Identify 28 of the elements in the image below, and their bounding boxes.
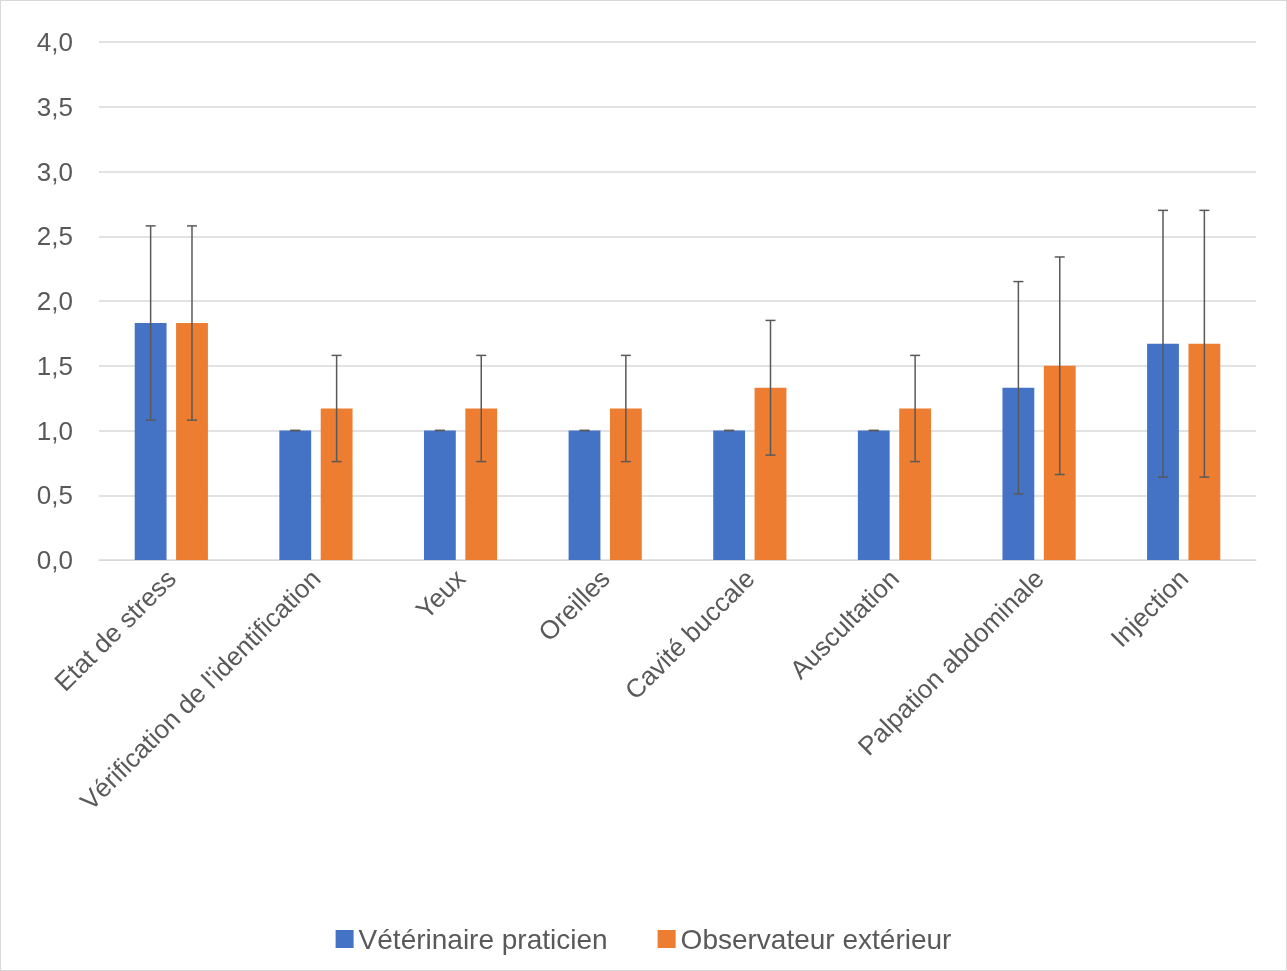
y-tick-label: 1,5 [36,350,73,381]
bar [279,430,312,560]
bar [134,323,167,560]
bar [1002,387,1035,560]
y-tick-label: 3,0 [36,156,73,187]
bar [465,408,498,560]
bar [713,430,746,560]
bar [423,430,456,560]
bar [899,408,932,560]
x-tick-label: Yeux [409,563,472,625]
bar [176,323,208,560]
bar [1188,343,1221,560]
bar [1147,343,1179,560]
y-tick-label: 2,5 [36,221,73,252]
y-tick-label: 3,5 [36,91,73,122]
bar [857,430,890,560]
bar [609,408,642,560]
y-tick-label: 4,0 [36,27,73,57]
y-tick-label: 2,0 [36,286,73,316]
legend-label: Observateur extérieur [680,923,952,955]
bar [1043,365,1076,560]
bar [568,430,601,560]
y-tick-label: 0,5 [36,480,73,511]
legend-label: Vétérinaire praticien [358,923,608,955]
bar [320,408,353,560]
y-tick-label: 1,0 [36,415,73,446]
y-tick-label: 0,0 [36,545,73,575]
bar [754,387,787,560]
